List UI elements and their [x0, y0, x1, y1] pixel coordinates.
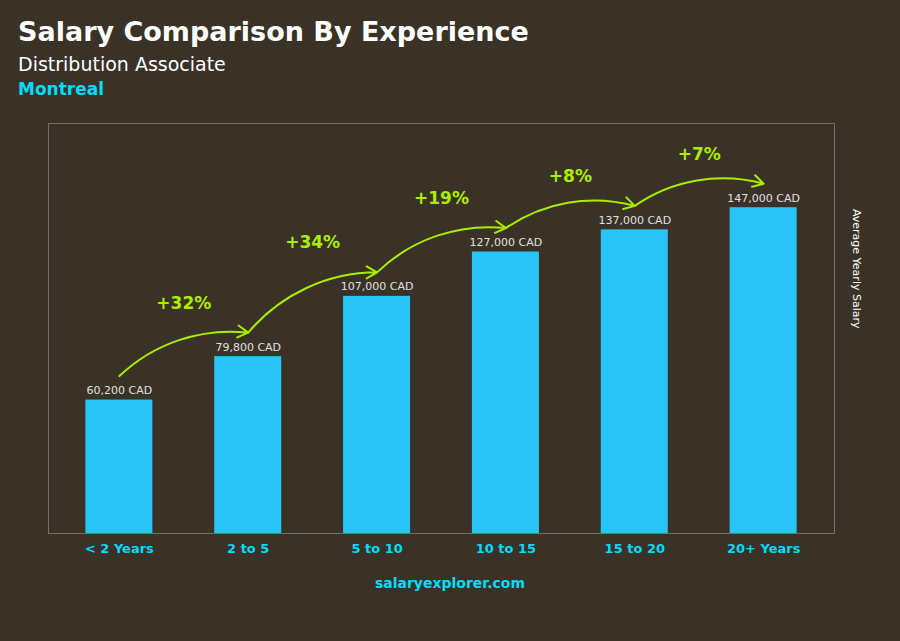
- svg-text:60,200 CAD: 60,200 CAD: [87, 384, 153, 397]
- svg-text:+32%: +32%: [156, 293, 211, 313]
- svg-text:107,000 CAD: 107,000 CAD: [341, 280, 414, 293]
- html-text:salaryexplorer.com: salaryexplorer.com: [374, 575, 526, 591]
- svg-text:+19%: +19%: [414, 188, 469, 208]
- svg-text:10 to 15: 10 to 15: [476, 541, 536, 556]
- svg-text:79,800 CAD: 79,800 CAD: [215, 341, 281, 354]
- svg-text:147,000 CAD: 147,000 CAD: [727, 192, 800, 205]
- svg-text:+7%: +7%: [678, 144, 721, 164]
- svg-text:15 to 20: 15 to 20: [605, 541, 665, 556]
- html-text:Distribution Associate: Distribution Associate: [18, 53, 226, 75]
- svg-text:5 to 10: 5 to 10: [351, 541, 402, 556]
- svg-text:< 2 Years: < 2 Years: [85, 541, 154, 556]
- html-text:Salary Comparison By Experienc: Salary Comparison By Experience: [18, 16, 529, 47]
- html-text:Montreal: Montreal: [18, 79, 104, 99]
- svg-text:Average Yearly Salary: Average Yearly Salary: [850, 209, 863, 329]
- svg-text:+8%: +8%: [549, 166, 592, 186]
- svg-text:2 to 5: 2 to 5: [227, 541, 269, 556]
- svg-text:20+ Years: 20+ Years: [727, 541, 801, 556]
- svg-text:+34%: +34%: [285, 232, 340, 252]
- svg-text:137,000 CAD: 137,000 CAD: [598, 214, 671, 227]
- svg-text:127,000 CAD: 127,000 CAD: [470, 236, 543, 249]
